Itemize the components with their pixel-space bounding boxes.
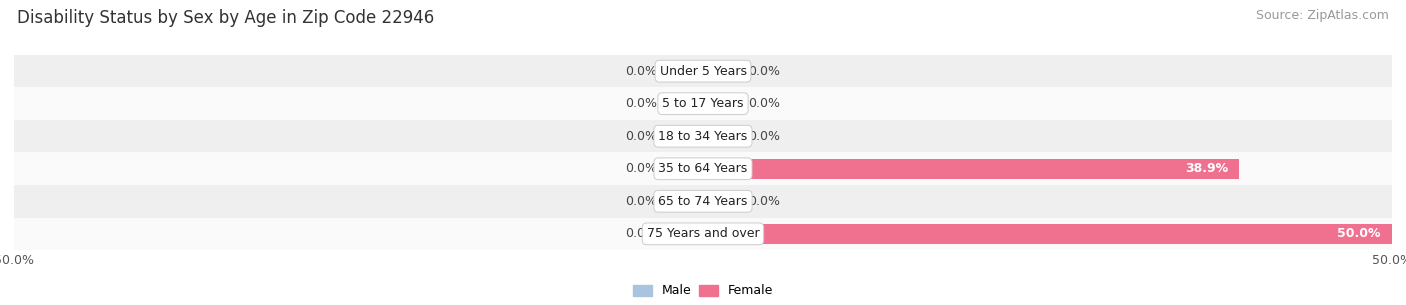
Text: 0.0%: 0.0% — [626, 97, 658, 110]
Text: 0.0%: 0.0% — [748, 130, 780, 143]
Text: 0.0%: 0.0% — [626, 195, 658, 208]
Text: 0.0%: 0.0% — [748, 65, 780, 78]
Bar — [669, 159, 703, 179]
Text: 0.0%: 0.0% — [626, 162, 658, 175]
Text: Source: ZipAtlas.com: Source: ZipAtlas.com — [1256, 9, 1389, 22]
Bar — [703, 61, 738, 81]
Text: 5 to 17 Years: 5 to 17 Years — [662, 97, 744, 110]
Bar — [703, 126, 738, 146]
Bar — [703, 94, 738, 114]
Text: 0.0%: 0.0% — [626, 65, 658, 78]
Bar — [669, 61, 703, 81]
Bar — [14, 185, 1392, 217]
Bar — [669, 94, 703, 114]
Bar — [14, 88, 1392, 120]
Bar — [703, 191, 738, 211]
Text: 0.0%: 0.0% — [626, 227, 658, 240]
Bar — [669, 224, 703, 244]
Bar — [669, 191, 703, 211]
Text: 75 Years and over: 75 Years and over — [647, 227, 759, 240]
Bar — [703, 159, 1239, 179]
Text: Disability Status by Sex by Age in Zip Code 22946: Disability Status by Sex by Age in Zip C… — [17, 9, 434, 27]
Text: 0.0%: 0.0% — [748, 195, 780, 208]
Text: 0.0%: 0.0% — [748, 97, 780, 110]
Text: 0.0%: 0.0% — [626, 130, 658, 143]
Bar — [703, 224, 1392, 244]
Text: Under 5 Years: Under 5 Years — [659, 65, 747, 78]
Bar — [14, 152, 1392, 185]
Text: 38.9%: 38.9% — [1185, 162, 1227, 175]
Bar — [14, 120, 1392, 152]
Legend: Male, Female: Male, Female — [628, 279, 778, 303]
Text: 65 to 74 Years: 65 to 74 Years — [658, 195, 748, 208]
Text: 35 to 64 Years: 35 to 64 Years — [658, 162, 748, 175]
Bar — [14, 55, 1392, 88]
Text: 50.0%: 50.0% — [1337, 227, 1381, 240]
Bar — [14, 217, 1392, 250]
Text: 18 to 34 Years: 18 to 34 Years — [658, 130, 748, 143]
Bar — [669, 126, 703, 146]
